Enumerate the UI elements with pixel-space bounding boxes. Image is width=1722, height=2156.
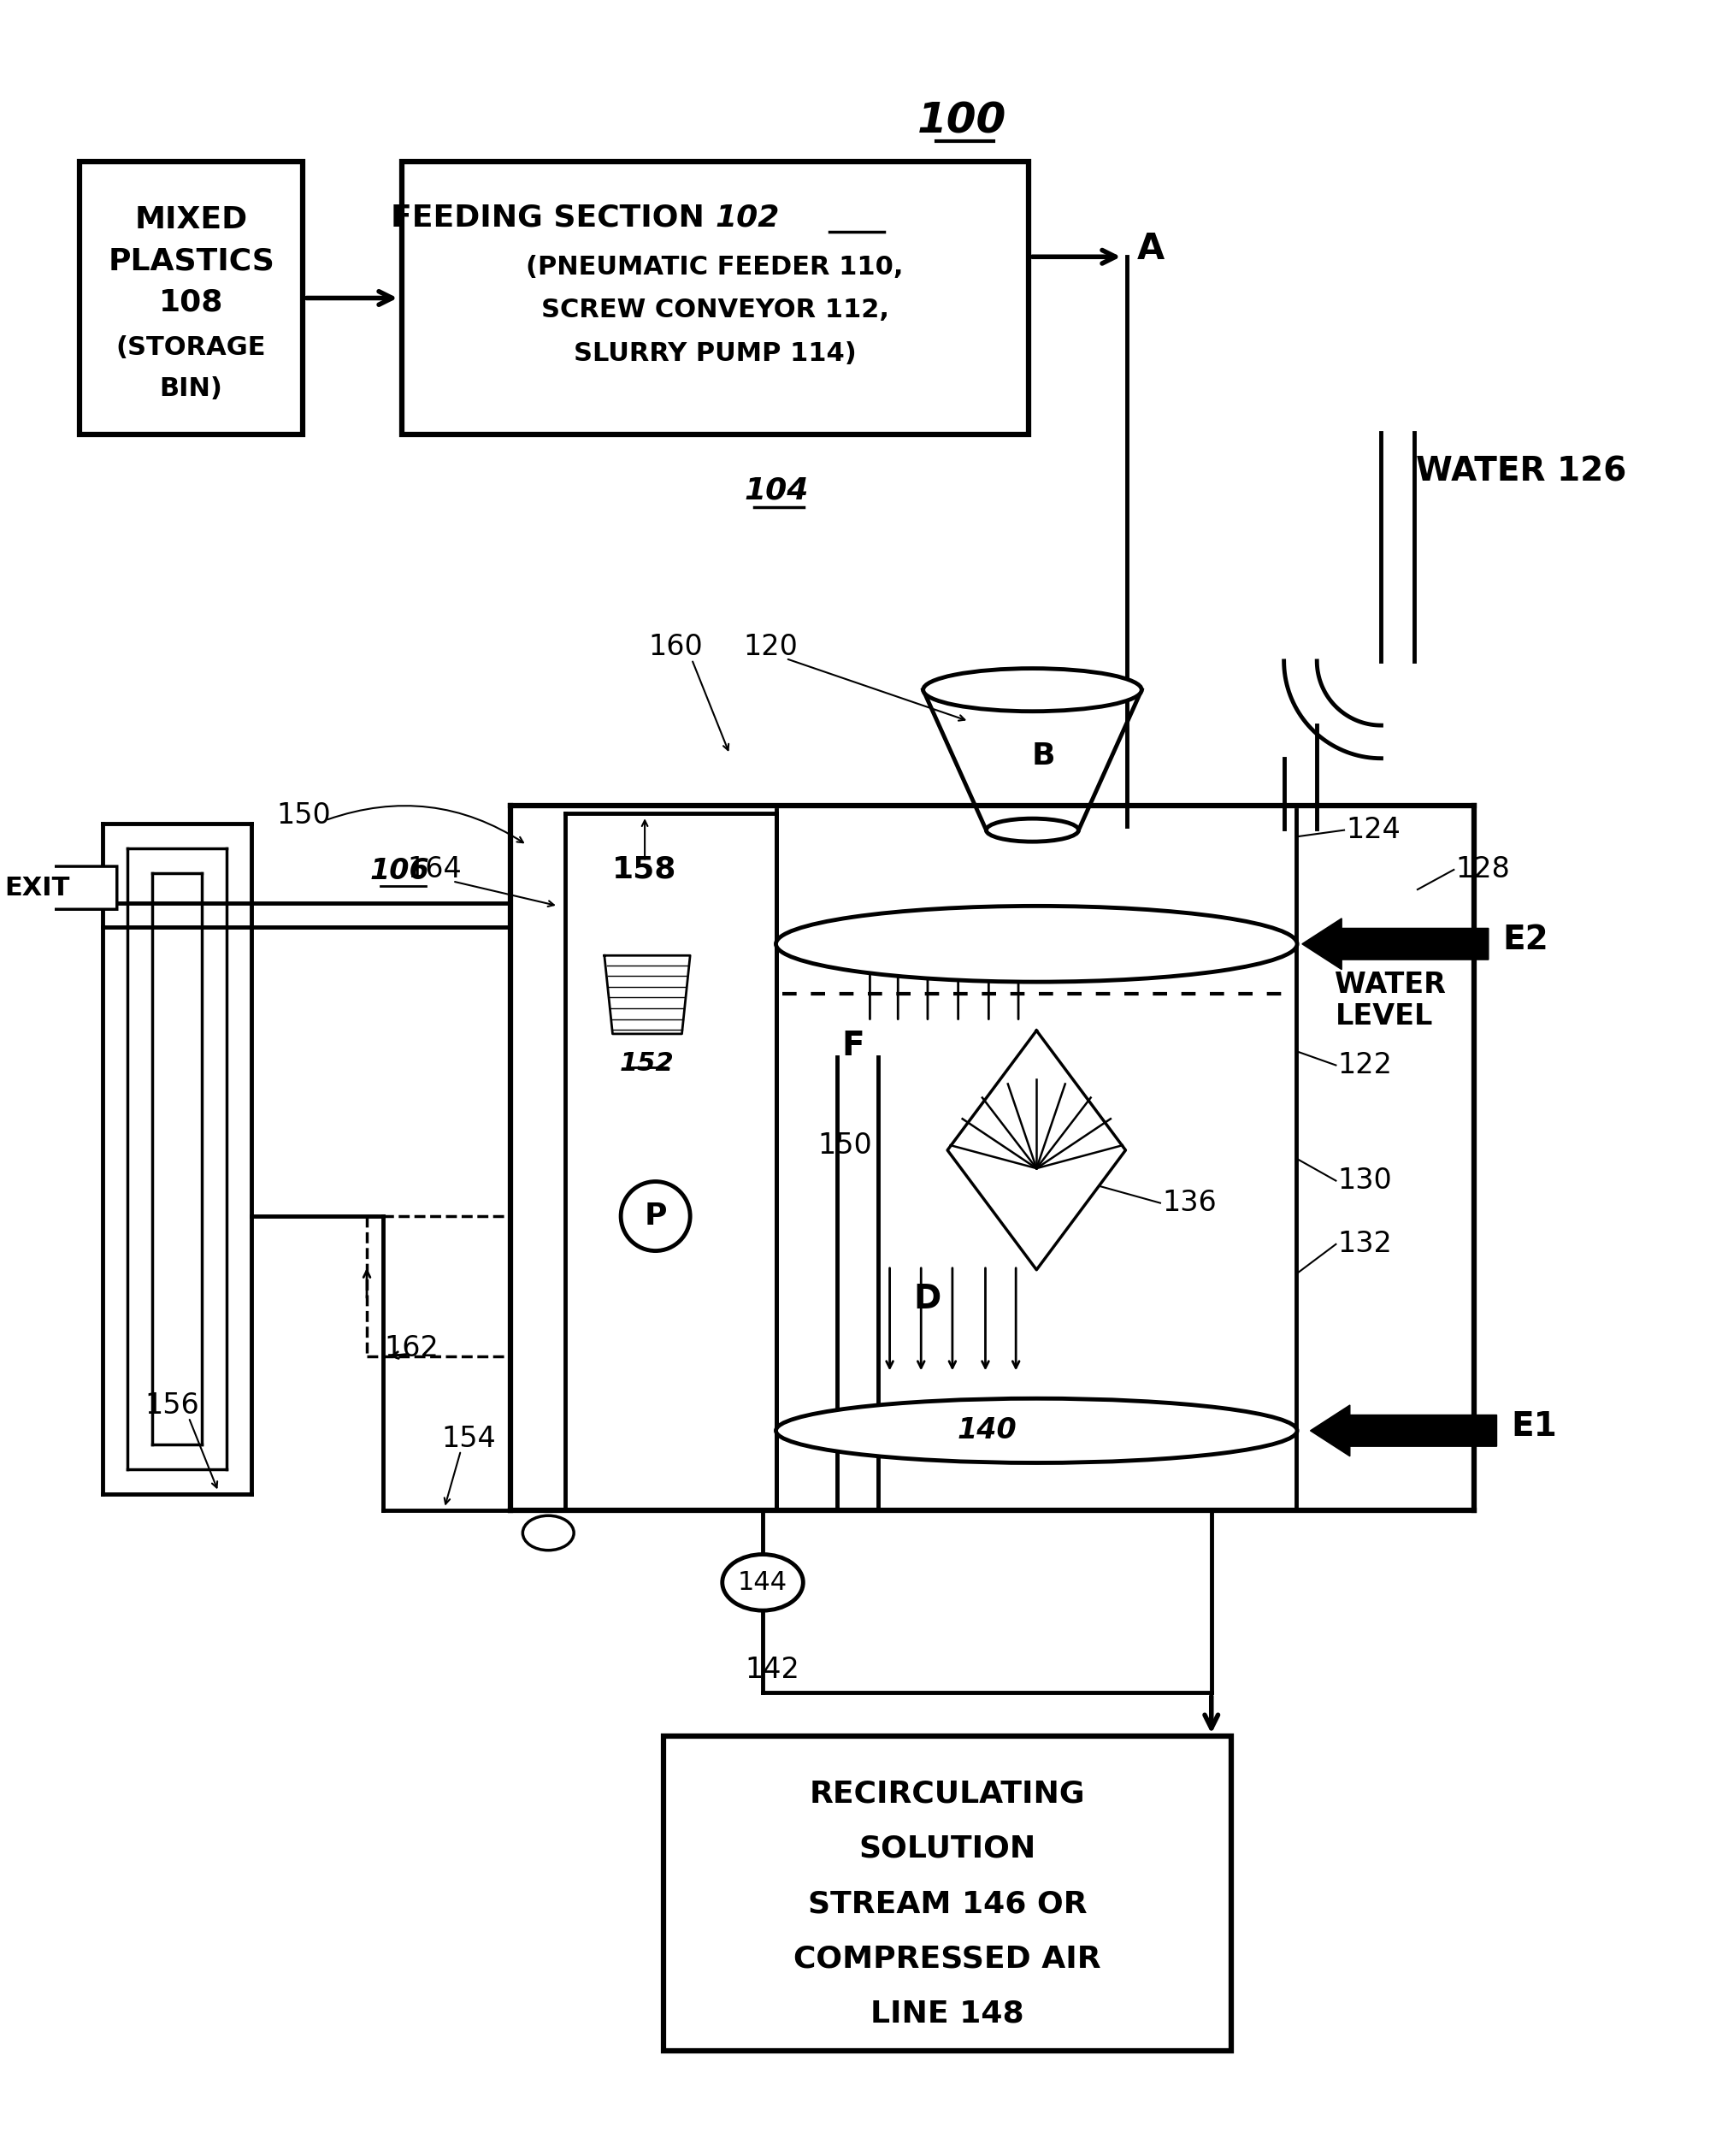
Text: 124: 124: [1345, 815, 1400, 845]
Text: E1: E1: [1510, 1410, 1557, 1442]
Text: COMPRESSED AIR: COMPRESSED AIR: [794, 1945, 1100, 1973]
Text: SCREW CONVEYOR 112,: SCREW CONVEYOR 112,: [541, 298, 889, 323]
Text: B: B: [1031, 742, 1054, 770]
Text: 106: 106: [370, 858, 429, 886]
Text: FEEDING SECTION: FEEDING SECTION: [391, 203, 715, 233]
Text: 164: 164: [406, 856, 461, 884]
Polygon shape: [604, 955, 691, 1035]
FancyBboxPatch shape: [79, 162, 303, 433]
Ellipse shape: [985, 819, 1078, 841]
Text: (PNEUMATIC FEEDER 110,: (PNEUMATIC FEEDER 110,: [525, 254, 902, 280]
Text: RECIRCULATING: RECIRCULATING: [809, 1779, 1085, 1809]
Text: (STORAGE: (STORAGE: [115, 334, 267, 360]
Text: D: D: [913, 1283, 940, 1315]
Text: E2: E2: [1502, 923, 1548, 955]
Text: 158: 158: [613, 856, 677, 884]
Text: 150: 150: [277, 802, 331, 830]
Text: 122: 122: [1336, 1052, 1391, 1080]
Text: 144: 144: [737, 1570, 787, 1595]
Text: F: F: [842, 1031, 864, 1063]
Text: WATER: WATER: [1335, 970, 1445, 1000]
FancyArrow shape: [1302, 918, 1488, 970]
Polygon shape: [947, 1031, 1124, 1270]
Text: 132: 132: [1336, 1231, 1391, 1259]
Text: LINE 148: LINE 148: [870, 1999, 1023, 2029]
Text: SOLUTION: SOLUTION: [858, 1835, 1035, 1863]
Ellipse shape: [923, 668, 1142, 711]
Text: 140: 140: [957, 1416, 1016, 1445]
Text: 108: 108: [158, 287, 224, 317]
FancyBboxPatch shape: [663, 1736, 1231, 2050]
Ellipse shape: [522, 1516, 573, 1550]
Text: 152: 152: [620, 1052, 673, 1076]
Text: 160: 160: [647, 634, 703, 662]
Text: LEVEL: LEVEL: [1335, 1003, 1433, 1031]
Text: EXIT: EXIT: [5, 875, 71, 901]
Ellipse shape: [775, 1399, 1297, 1462]
FancyBboxPatch shape: [401, 162, 1028, 433]
FancyArrow shape: [1310, 1406, 1496, 1455]
Text: 100: 100: [918, 99, 1006, 140]
Text: A: A: [1137, 231, 1164, 267]
Text: 162: 162: [384, 1335, 439, 1363]
Text: 120: 120: [744, 634, 797, 662]
Text: 104: 104: [744, 476, 809, 505]
Text: 136: 136: [1161, 1188, 1216, 1218]
Text: BIN): BIN): [160, 377, 222, 401]
Text: 128: 128: [1455, 856, 1508, 884]
Ellipse shape: [775, 906, 1297, 981]
Text: 142: 142: [746, 1656, 799, 1684]
Text: 154: 154: [441, 1425, 496, 1453]
Text: P: P: [644, 1201, 666, 1231]
Text: MIXED: MIXED: [134, 205, 248, 235]
Text: 150: 150: [818, 1132, 871, 1160]
Text: SLURRY PUMP 114): SLURRY PUMP 114): [573, 341, 856, 367]
Text: STREAM 146 OR: STREAM 146 OR: [808, 1889, 1087, 1919]
FancyArrow shape: [0, 856, 117, 918]
Circle shape: [620, 1181, 691, 1250]
Text: 130: 130: [1336, 1166, 1391, 1194]
Text: WATER 126: WATER 126: [1415, 455, 1626, 487]
Text: 156: 156: [145, 1393, 200, 1421]
Text: 102: 102: [715, 203, 778, 233]
Ellipse shape: [722, 1554, 802, 1611]
Text: PLASTICS: PLASTICS: [108, 246, 274, 276]
